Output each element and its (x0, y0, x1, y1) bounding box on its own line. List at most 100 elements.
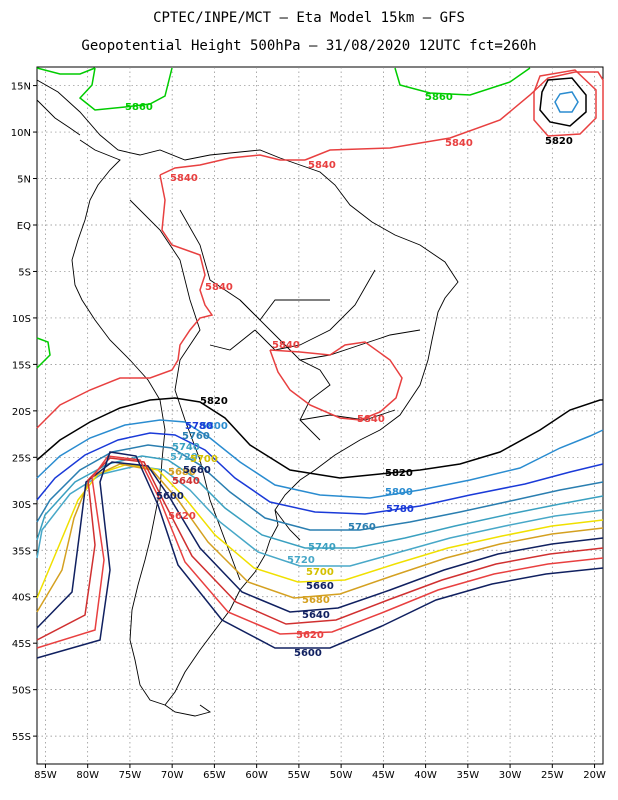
contour-5620 (36, 455, 604, 649)
label-5840-4: 5840 (205, 282, 233, 293)
title-line-1: CPTEC/INPE/MCT – Eta Model 15km – GFS (153, 10, 465, 26)
lat-tick-label: 15S (12, 360, 31, 371)
lat-tick-label: 25S (12, 453, 31, 464)
internal-border-2 (239, 299, 330, 321)
axis-ticks: 85W 80W 75W 70W 65W 60W 55W 50W 45W 40W 35W 30W 25W 2… (11, 82, 606, 781)
label-5720-2: 5720 (287, 555, 315, 566)
internal-border-6 (274, 509, 301, 541)
internal-border-1 (254, 269, 376, 351)
lon-tick-label: 40W (414, 770, 437, 781)
lat-tick-label: 55S (12, 732, 31, 743)
contour-5800 (36, 419, 604, 499)
lat-tick-label: 5N (17, 175, 31, 186)
contour-5840-andes (36, 174, 214, 429)
contour-5860-ecuador (36, 337, 51, 369)
lat-tick-label: EQ (17, 221, 31, 232)
label-5860-1: 5860 (125, 102, 153, 113)
contour-5820-high-ring (539, 77, 587, 127)
label-5720-1: 5720 (170, 452, 198, 463)
label-5820-2: 5820 (200, 396, 228, 407)
lon-tick-label: 70W (161, 770, 184, 781)
label-5660-2: 5660 (306, 581, 334, 592)
lon-tick-label: 55W (288, 770, 311, 781)
label-5620-2: 5620 (296, 630, 324, 641)
map-plot-area: 5860 5860 5840 5840 5840 5840 5840 5840 … (11, 66, 606, 781)
lon-tick-label: 75W (119, 770, 142, 781)
contour-5640 (36, 457, 604, 641)
lat-tick-label: 40S (12, 593, 31, 604)
label-5860-2: 5860 (425, 92, 453, 103)
lat-tick-label: 35S (12, 546, 31, 557)
label-5640-2: 5640 (302, 610, 330, 621)
contour-5840-northeast (304, 71, 604, 161)
label-5840-5: 5840 (272, 340, 300, 351)
contour-5760 (36, 444, 604, 531)
contour-labels: 5860 5860 5840 5840 5840 5840 5840 5840 … (125, 92, 573, 659)
label-5740-2: 5740 (308, 542, 336, 553)
lat-tick-label: 10S (12, 314, 31, 325)
label-5600-1: 5600 (156, 491, 184, 502)
contour-high-center (554, 91, 579, 113)
contour-5840-north (159, 154, 305, 176)
contour-5860-west (36, 67, 173, 111)
label-5740-1: 5740 (172, 442, 200, 453)
contour-5600 (36, 451, 604, 659)
lon-tick-label: 65W (203, 770, 226, 781)
label-5680-2: 5680 (302, 595, 330, 606)
lon-tick-label: 25W (541, 770, 564, 781)
lat-tick-label: 30S (12, 500, 31, 511)
label-5840-3: 5840 (170, 173, 198, 184)
lon-tick-label: 45W (372, 770, 395, 781)
lat-tick-label: 50S (12, 686, 31, 697)
contour-5780 (36, 432, 604, 515)
contour-5660 (36, 461, 604, 629)
label-5780-1: 5780 (185, 421, 213, 432)
lon-tick-label: 20W (583, 770, 606, 781)
land-outlines (36, 79, 459, 717)
lat-tick-label: 10N (11, 128, 31, 139)
label-5640-1: 5640 (172, 476, 200, 487)
internal-border-4 (299, 409, 396, 421)
lat-tick-label: 20S (12, 407, 31, 418)
lat-tick-label: 15N (11, 82, 31, 93)
lon-tick-label: 30W (499, 770, 522, 781)
label-5700-2: 5700 (306, 567, 334, 578)
contour-5820-main (36, 397, 603, 479)
contour-lines (36, 67, 604, 659)
internal-border-5 (299, 329, 421, 361)
lon-tick-label: 50W (330, 770, 353, 781)
label-5760-1: 5760 (182, 431, 210, 442)
andes-borders (129, 199, 241, 581)
contour-5860-east (394, 67, 531, 96)
label-5680-1: 5680 (168, 467, 196, 478)
label-5800-2: 5800 (385, 487, 413, 498)
lon-tick-label: 60W (245, 770, 268, 781)
label-5600-2: 5600 (294, 648, 322, 659)
label-5660-1: 5660 (183, 465, 211, 476)
label-5820-1: 5820 (545, 136, 573, 147)
label-5620-1: 5620 (168, 511, 196, 522)
south-america-coastline (36, 79, 459, 706)
lon-tick-label: 35W (457, 770, 480, 781)
label-5840-2: 5840 (308, 160, 336, 171)
label-5840-6: 5840 (357, 414, 385, 425)
central-america-coastline (36, 99, 81, 136)
contour-5680 (36, 463, 604, 613)
label-5780-2: 5780 (386, 504, 414, 515)
contour-5840-high-ring (533, 69, 597, 137)
tierra-del-fuego (164, 704, 212, 717)
lat-tick-label: 45S (12, 639, 31, 650)
contour-5740 (36, 455, 604, 549)
lon-tick-label: 80W (76, 770, 99, 781)
label-5820-3: 5820 (385, 468, 413, 479)
label-5840-1: 5840 (445, 138, 473, 149)
label-5800-1: 5800 (200, 421, 228, 432)
lon-tick-label: 85W (34, 770, 57, 781)
label-5760-2: 5760 (348, 522, 376, 533)
contour-5840-brazil-loop (269, 341, 403, 421)
internal-border-3 (209, 329, 256, 351)
title-line-2: Geopotential Height 500hPa – 31/08/2020 … (81, 38, 536, 54)
lat-tick-label: 5S (18, 267, 31, 278)
label-5700-1: 5700 (190, 454, 218, 465)
